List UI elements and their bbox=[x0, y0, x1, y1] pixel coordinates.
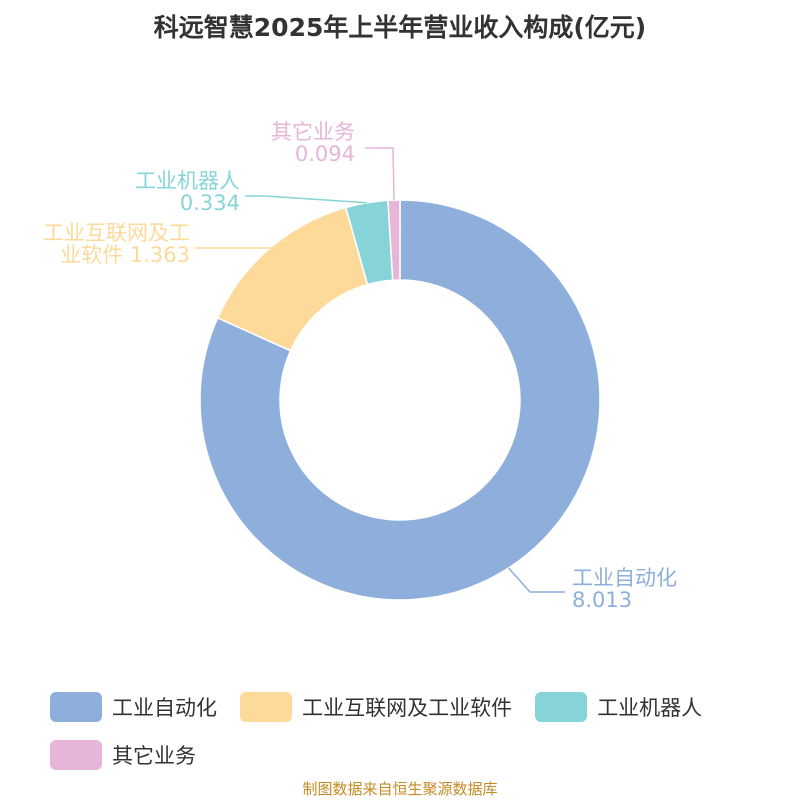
slice-label-3-line-1: 0.094 bbox=[295, 142, 355, 166]
legend-swatch bbox=[50, 692, 102, 722]
data-source-note: 制图数据来自恒生聚源数据库 bbox=[302, 780, 498, 798]
leader-line-2 bbox=[245, 195, 367, 204]
slice-label-0-line-0: 工业自动化 bbox=[572, 566, 677, 590]
pie-slice-3[interactable] bbox=[387, 199, 401, 282]
slice-label-2-line-1: 0.334 bbox=[180, 191, 240, 215]
legend-swatch bbox=[50, 740, 102, 770]
slice-label-1-line-0: 工业互联网及工 bbox=[43, 221, 190, 245]
legend-label: 工业自动化 bbox=[112, 696, 217, 720]
legend-item-industrial-automation[interactable]: 工业自动化 bbox=[50, 690, 217, 724]
legend-label: 其它业务 bbox=[112, 744, 196, 768]
legend-item-other-business[interactable]: 其它业务 bbox=[50, 738, 196, 772]
legend-swatch bbox=[240, 692, 293, 722]
pie-slice-0[interactable] bbox=[199, 199, 601, 601]
leader-line-3 bbox=[365, 147, 395, 201]
legend-label: 工业互联网及工业软件 bbox=[302, 696, 513, 720]
slice-label-1-line-1: 业软件 1.363 bbox=[60, 243, 190, 267]
legend-item-industrial-internet-software[interactable]: 工业互联网及工业软件 bbox=[240, 690, 512, 724]
chart-title: 科远智慧2025年上半年营业收入构成(亿元) bbox=[153, 13, 647, 42]
legend-label: 工业机器人 bbox=[597, 696, 703, 720]
legend-item-industrial-robot[interactable]: 工业机器人 bbox=[535, 690, 702, 724]
slice-label-2-line-0: 工业机器人 bbox=[135, 169, 240, 193]
slice-label-0-line-1: 8.013 bbox=[572, 588, 632, 612]
slice-label-3-line-0: 其它业务 bbox=[271, 120, 355, 144]
leader-line-0 bbox=[508, 567, 565, 593]
legend-swatch bbox=[535, 692, 588, 722]
chart-legend: 工业自动化 工业互联网及工业软件 工业机器人 其它业务 bbox=[50, 690, 780, 786]
